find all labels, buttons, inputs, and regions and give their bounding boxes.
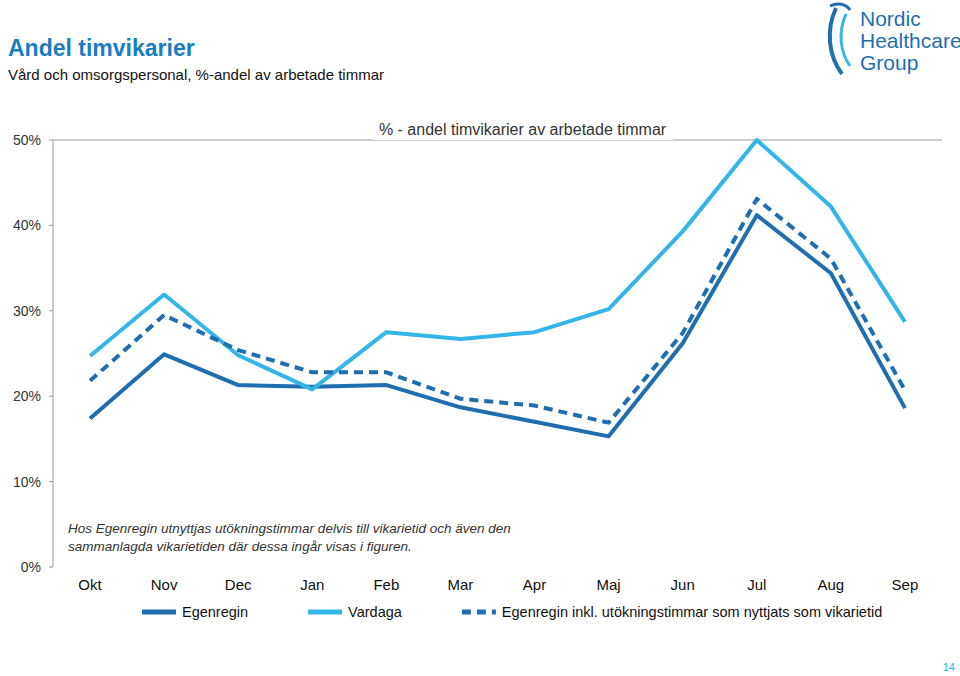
y-tick-label: 10% xyxy=(13,474,41,490)
logo-icon xyxy=(830,4,850,10)
legend-label: Egenregin inkl. utökningstimmar som nytt… xyxy=(502,604,882,620)
y-tick xyxy=(49,225,53,226)
page-subtitle: Vård och omsorgspersonal, %-andel av arb… xyxy=(8,66,384,83)
y-tick xyxy=(49,481,53,482)
y-axis-line xyxy=(53,140,54,567)
x-tick-label: Sep xyxy=(892,576,919,593)
annotation: Hos Egenregin utnyttjas utökningstimmar … xyxy=(68,521,511,536)
page-title: Andel timvikarier xyxy=(8,35,195,61)
x-tick-label: Jul xyxy=(747,576,766,593)
x-tick-label: Jun xyxy=(671,576,695,593)
y-tick-label: 50% xyxy=(13,132,41,148)
legend-label: Egenregin xyxy=(182,604,248,620)
logo-text: Nordic xyxy=(860,7,921,30)
y-tick-label: 30% xyxy=(13,303,41,319)
y-tick-label: 40% xyxy=(13,217,41,233)
chart-title: % - andel timvikarier av arbetade timmar xyxy=(379,121,667,138)
x-tick-label: Maj xyxy=(597,576,621,593)
x-tick-label: Dec xyxy=(225,576,252,593)
legend-swatch xyxy=(308,610,342,615)
plot-area xyxy=(90,140,905,436)
x-tick-label: Mar xyxy=(448,576,474,593)
y-tick-label: 20% xyxy=(13,388,41,404)
x-tick-label: Nov xyxy=(151,576,178,593)
series-line xyxy=(90,140,905,389)
x-tick-label: Okt xyxy=(78,576,102,593)
annotation: sammanlagda vikarietiden där dessa ingår… xyxy=(68,539,412,554)
title-backing xyxy=(373,119,673,140)
legend-swatch xyxy=(462,610,496,615)
logo: NordicHealthcareGroup xyxy=(830,4,960,74)
y-tick xyxy=(49,396,53,397)
x-tick-label: Apr xyxy=(523,576,546,593)
y-tick xyxy=(49,310,53,311)
logo-text: Group xyxy=(860,51,918,74)
logo-text: Healthcare xyxy=(860,29,960,52)
x-tick-label: Jan xyxy=(300,576,324,593)
page-number: 14 xyxy=(943,661,955,673)
legend-label: Vardaga xyxy=(348,604,403,620)
x-tick-label: Aug xyxy=(818,576,845,593)
y-tick xyxy=(49,567,53,568)
logo-icon xyxy=(841,14,850,66)
series-line xyxy=(90,199,905,423)
legend: Egenregin Vardaga Egenregin inkl. utökning… xyxy=(142,604,882,620)
y-tick-label: 0% xyxy=(21,559,41,575)
series-line xyxy=(90,215,905,436)
x-tick-label: Feb xyxy=(373,576,399,593)
y-tick xyxy=(49,140,53,141)
legend-swatch xyxy=(142,610,176,615)
